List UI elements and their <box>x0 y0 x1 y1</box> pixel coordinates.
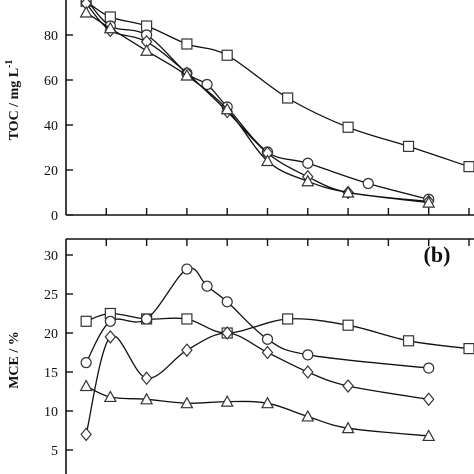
data-point-triangle <box>140 44 154 56</box>
data-point-square <box>181 38 193 50</box>
data-point-triangle <box>220 394 234 407</box>
panel-b-mce: 5 10 15 20 25 30 MCE / % (b) <box>7 238 474 474</box>
y-tick-label: 20 <box>44 327 58 342</box>
data-point-diamond <box>342 379 354 393</box>
series-line-circle <box>86 0 429 200</box>
y-tick-label: 15 <box>44 366 58 381</box>
data-point-square <box>282 92 294 104</box>
series-square <box>80 307 474 355</box>
panel-label: (b) <box>424 242 451 267</box>
data-point-diamond <box>104 329 117 344</box>
y-axis-title-superscript: -1 <box>4 60 15 68</box>
y-tick-label: 20 <box>44 164 58 179</box>
data-point-diamond <box>80 427 92 442</box>
data-point-triangle <box>341 421 355 434</box>
series-triangle <box>79 5 436 208</box>
data-point-circle <box>201 280 213 292</box>
data-point-square <box>80 315 92 327</box>
data-point-triangle <box>79 379 93 392</box>
data-point-circle <box>221 296 233 308</box>
data-point-square <box>402 140 415 152</box>
series-line-triangle <box>85 11 429 204</box>
data-point-triangle <box>140 392 154 405</box>
y-tick-label: 60 <box>44 74 58 89</box>
data-point-diamond <box>261 345 274 360</box>
data-point-circle <box>181 263 193 275</box>
data-point-square <box>282 313 294 325</box>
y-tick-label: 25 <box>44 288 58 303</box>
series-circle <box>80 0 435 205</box>
data-point-square <box>181 313 193 325</box>
data-point-diamond <box>422 392 435 407</box>
y-tick-label: 10 <box>44 405 58 420</box>
series-line-triangle <box>85 385 429 437</box>
data-point-circle <box>201 78 213 91</box>
data-point-triangle <box>220 102 234 115</box>
y-tick-label: 0 <box>51 209 58 224</box>
data-point-triangle <box>260 396 275 409</box>
series-line-diamond <box>85 332 429 435</box>
data-point-circle <box>302 157 314 169</box>
data-point-triangle <box>180 68 194 81</box>
data-point-diamond <box>181 343 193 358</box>
data-point-circle <box>104 315 116 327</box>
data-point-square <box>402 335 415 347</box>
data-point-triangle <box>422 195 436 208</box>
data-point-circle <box>302 349 314 361</box>
data-point-circle <box>423 362 435 374</box>
data-point-square <box>221 49 233 61</box>
data-point-square <box>463 161 474 173</box>
data-point-triangle <box>301 409 315 422</box>
series-square <box>80 0 474 173</box>
data-point-square <box>342 319 354 331</box>
y-tick-label: 80 <box>44 29 58 44</box>
data-point-triangle <box>260 154 275 167</box>
y-tick-label: 40 <box>44 119 58 134</box>
data-point-triangle <box>341 185 355 198</box>
panel-a-toc: 0 20 40 60 80 TOC / mg L-1 <box>4 0 474 224</box>
series-circle <box>80 263 435 374</box>
data-point-circle <box>362 177 374 190</box>
data-point-triangle <box>301 174 315 187</box>
data-point-triangle <box>180 396 194 409</box>
data-point-circle <box>141 313 153 325</box>
data-point-diamond <box>221 326 233 340</box>
data-point-triangle <box>79 5 93 18</box>
series-line-diamond <box>85 3 429 203</box>
data-point-triangle <box>103 21 117 34</box>
y-axis-title: TOC / mg L-1 <box>4 60 22 141</box>
y-tick-label: 30 <box>44 249 58 264</box>
series-diamond <box>80 326 435 442</box>
data-point-triangle <box>103 390 117 403</box>
series-triangle <box>79 379 436 442</box>
data-point-square <box>342 121 354 133</box>
y-tick-label: 5 <box>51 444 58 459</box>
data-point-diamond <box>302 365 314 379</box>
data-point-square <box>463 343 474 355</box>
data-point-triangle <box>422 429 436 442</box>
data-point-diamond <box>140 371 153 386</box>
data-point-circle <box>80 357 92 369</box>
data-point-circle <box>261 333 274 345</box>
y-axis-title: MCE / % <box>7 331 22 389</box>
